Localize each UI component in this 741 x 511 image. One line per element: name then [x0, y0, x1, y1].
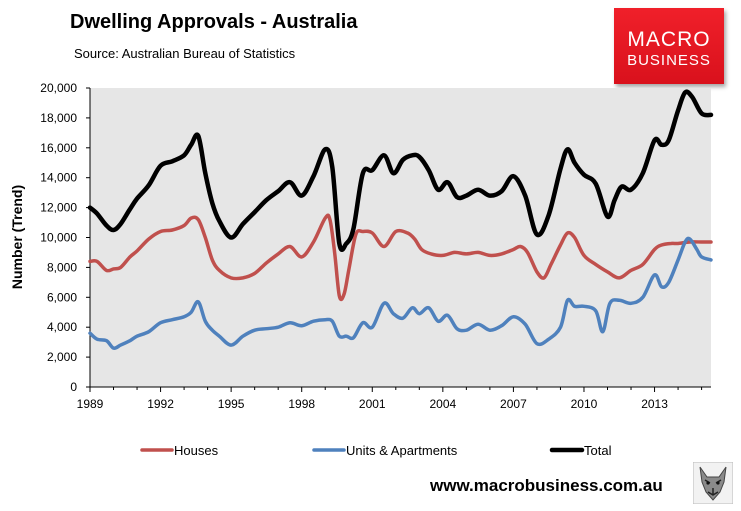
y-tick-label: 20,000	[40, 81, 77, 95]
y-tick-label: 10,000	[40, 231, 77, 245]
y-tick-label: 14,000	[40, 171, 77, 185]
plot-area	[90, 88, 711, 387]
x-tick-label: 1989	[77, 397, 104, 411]
logo-line1: MACRO	[627, 28, 711, 51]
y-tick-label: 16,000	[40, 141, 77, 155]
y-tick-label: 0	[70, 380, 77, 394]
x-tick-label: 1995	[218, 397, 245, 411]
y-tick-label: 8,000	[47, 260, 77, 274]
series-line-units-apartments	[88, 236, 713, 350]
chart-source: Source: Australian Bureau of Statistics	[74, 46, 296, 61]
chart-title: Dwelling Approvals - Australia	[70, 11, 358, 33]
y-tick-label: 2,000	[47, 350, 77, 364]
x-tick-label: 2007	[500, 397, 527, 411]
website-url[interactable]: www.macrobusiness.com.au	[430, 476, 663, 495]
wolf-head-icon	[693, 462, 733, 504]
x-tick-label: 1998	[288, 397, 315, 411]
y-tick-label: 12,000	[40, 201, 77, 215]
x-tick-label: 2004	[429, 397, 456, 411]
macrobusiness-logo[interactable]: MACRO BUSINESS	[614, 8, 724, 84]
legend-label-units-apartments: Units & Apartments	[346, 443, 458, 458]
x-tick-label: 2013	[641, 397, 668, 411]
series-line-total	[87, 89, 714, 252]
y-tick-label: 6,000	[47, 290, 77, 304]
series-line-houses	[88, 213, 713, 302]
legend-label-total: Total	[584, 443, 612, 458]
logo-line2: BUSINESS	[627, 52, 711, 69]
y-tick-label: 18,000	[40, 111, 77, 125]
y-tick-label: 4,000	[47, 320, 77, 334]
x-tick-label: 2010	[571, 397, 598, 411]
legend-label-houses: Houses	[174, 443, 219, 458]
x-tick-label: 1992	[147, 397, 174, 411]
x-tick-label: 2001	[359, 397, 386, 411]
y-axis-label: Number (Trend)	[9, 185, 25, 289]
